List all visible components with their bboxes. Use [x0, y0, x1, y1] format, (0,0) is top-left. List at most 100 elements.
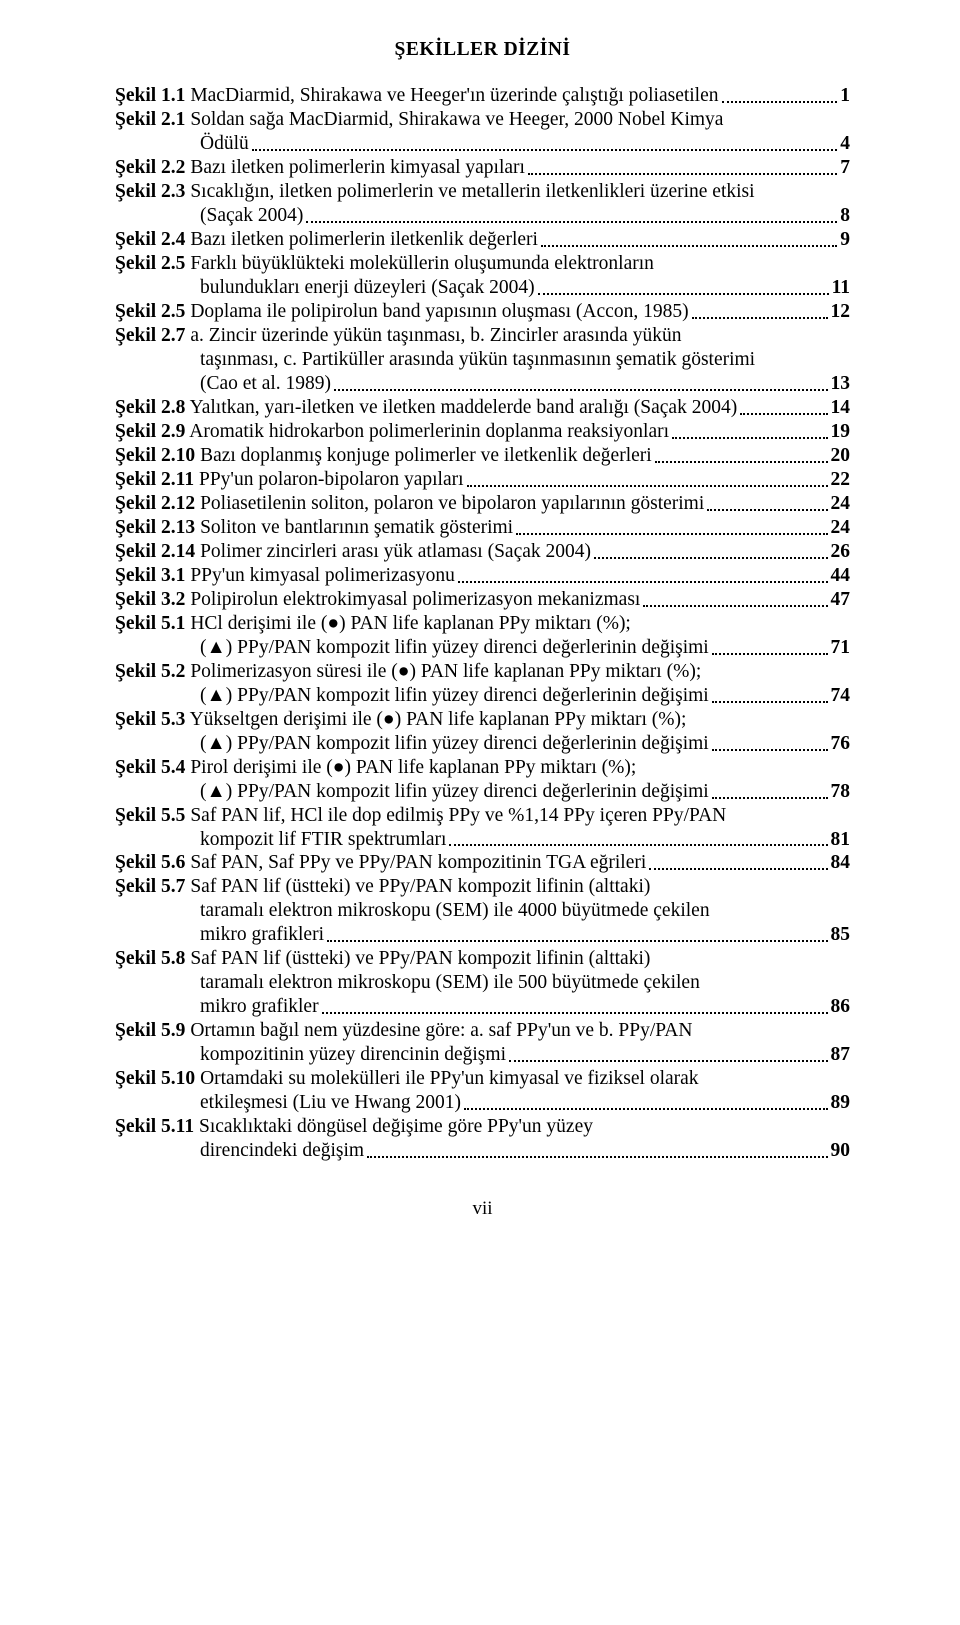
dot-leader — [707, 496, 827, 511]
figure-entry: Şekil 2.12 Poliasetilenin soliton, polar… — [115, 492, 850, 516]
entry-text: mikro grafikleri — [200, 923, 324, 947]
entry-text: Şekil 5.10 Ortamdaki su molekülleri ile … — [115, 1067, 699, 1091]
entry-page: 26 — [831, 540, 851, 564]
entry-page: 90 — [831, 1139, 851, 1163]
entry-page: 24 — [831, 492, 851, 516]
entry-text: Şekil 5.5 Saf PAN lif, HCl ile dop edilm… — [115, 804, 726, 828]
dot-leader — [712, 640, 828, 655]
entry-text: taramalı elektron mikroskopu (SEM) ile 4… — [200, 899, 710, 923]
entry-text: (▲) PPy/PAN kompozit lifin yüzey direnci… — [200, 684, 709, 708]
entry-page: 4 — [840, 132, 850, 156]
dot-leader — [692, 304, 828, 319]
entry-text: Şekil 2.1 Soldan sağa MacDiarmid, Shirak… — [115, 108, 723, 132]
figure-entry: Şekil 2.7 a. Zincir üzerinde yükün taşın… — [115, 324, 850, 348]
dot-leader — [367, 1144, 827, 1159]
figure-entry: Şekil 5.6 Saf PAN, Saf PPy ve PPy/PAN ko… — [115, 851, 850, 875]
figure-entry: Şekil 5.5 Saf PAN lif, HCl ile dop edilm… — [115, 804, 850, 828]
dot-leader — [594, 544, 827, 559]
entry-page: 19 — [831, 420, 851, 444]
entry-page: 11 — [832, 276, 850, 300]
figure-entry-continuation: (▲) PPy/PAN kompozit lifin yüzey direnci… — [115, 732, 850, 756]
entry-text: direncindeki değişim — [200, 1139, 364, 1163]
entry-text: (▲) PPy/PAN kompozit lifin yüzey direnci… — [200, 732, 709, 756]
figure-entry-continuation: mikro grafikler 86 — [115, 995, 850, 1019]
entry-text: Ödülü — [200, 132, 249, 156]
entry-text: Şekil 5.6 Saf PAN, Saf PPy ve PPy/PAN ko… — [115, 851, 646, 875]
figure-entry: Şekil 2.13 Soliton ve bantlarının şemati… — [115, 516, 850, 540]
entry-text: Şekil 2.7 a. Zincir üzerinde yükün taşın… — [115, 324, 681, 348]
entry-page: 12 — [831, 300, 851, 324]
entry-text: (▲) PPy/PAN kompozit lifin yüzey direnci… — [200, 636, 709, 660]
entry-text: Şekil 5.7 Saf PAN lif (üstteki) ve PPy/P… — [115, 875, 650, 899]
figure-entry: Şekil 2.5 Doplama ile polipirolun band y… — [115, 300, 850, 324]
entry-text: Şekil 2.5 Farklı büyüklükteki moleküller… — [115, 252, 654, 276]
entry-page: 86 — [831, 995, 851, 1019]
figure-entry: Şekil 3.2 Polipirolun elektrokimyasal po… — [115, 588, 850, 612]
entries-container: Şekil 1.1 MacDiarmid, Shirakawa ve Heege… — [115, 84, 850, 1163]
dot-leader — [252, 136, 838, 151]
entry-text: etkileşmesi (Liu ve Hwang 2001) — [200, 1091, 461, 1115]
figure-entry: Şekil 2.10 Bazı doplanmış konjuge polime… — [115, 444, 850, 468]
figure-entry: Şekil 2.11 PPy'un polaron-bipolaron yapı… — [115, 468, 850, 492]
figure-entry-continuation: kompozit lif FTIR spektrumları81 — [115, 828, 850, 852]
page: ŞEKİLLER DİZİNİ Şekil 1.1 MacDiarmid, Sh… — [0, 0, 960, 1625]
entry-page: 87 — [831, 1043, 851, 1067]
dot-leader — [541, 232, 837, 247]
entry-page: 84 — [831, 851, 851, 875]
entry-text: (▲) PPy/PAN kompozit lifin yüzey direnci… — [200, 780, 709, 804]
entry-text: Şekil 2.10 Bazı doplanmış konjuge polime… — [115, 444, 652, 468]
entry-text: Şekil 5.8 Saf PAN lif (üstteki) ve PPy/P… — [115, 947, 650, 971]
entry-page: 14 — [831, 396, 851, 420]
entry-text: Şekil 3.1 PPy'un kimyasal polimerizasyon… — [115, 564, 455, 588]
dot-leader — [509, 1048, 828, 1063]
figure-entry-continuation: Ödülü 4 — [115, 132, 850, 156]
dot-leader — [449, 832, 827, 847]
figure-entry-continuation: (Saçak 2004)8 — [115, 204, 850, 228]
entry-page: 78 — [831, 780, 851, 804]
dot-leader — [672, 424, 827, 439]
entry-text: Şekil 5.9 Ortamın bağıl nem yüzdesine gö… — [115, 1019, 692, 1043]
figure-entry-continuation: mikro grafikleri85 — [115, 923, 850, 947]
figure-entry-continuation: taramalı elektron mikroskopu (SEM) ile 4… — [115, 899, 850, 923]
dot-leader — [528, 160, 837, 175]
entry-text: Şekil 5.4 Pirol derişimi ile (●) PAN lif… — [115, 756, 636, 780]
entry-text: taşınması, c. Partiküller arasında yükün… — [200, 348, 755, 372]
figure-entry-continuation: (▲) PPy/PAN kompozit lifin yüzey direnci… — [115, 636, 850, 660]
entry-page: 13 — [831, 372, 851, 396]
entry-text: Şekil 3.2 Polipirolun elektrokimyasal po… — [115, 588, 640, 612]
figure-entry-continuation: kompozitinin yüzey direncinin değişmi 87 — [115, 1043, 850, 1067]
figure-entry: Şekil 5.8 Saf PAN lif (üstteki) ve PPy/P… — [115, 947, 850, 971]
dot-leader — [655, 448, 828, 463]
figure-entry-continuation: etkileşmesi (Liu ve Hwang 2001) 89 — [115, 1091, 850, 1115]
dot-leader — [334, 376, 827, 391]
entry-page: 24 — [831, 516, 851, 540]
entry-page: 89 — [831, 1091, 851, 1115]
entry-text: Şekil 2.2 Bazı iletken polimerlerin kimy… — [115, 156, 525, 180]
figure-entry: Şekil 5.3 Yükseltgen derişimi ile (●) PA… — [115, 708, 850, 732]
entry-page: 22 — [831, 468, 851, 492]
entry-page: 8 — [840, 204, 850, 228]
dot-leader — [712, 688, 828, 703]
entry-text: kompozitinin yüzey direncinin değişmi — [200, 1043, 506, 1067]
dot-leader — [712, 736, 828, 751]
dot-leader — [712, 784, 828, 799]
entry-page: 76 — [831, 732, 851, 756]
figure-entry: Şekil 5.11 Sıcaklıktaki döngüsel değişim… — [115, 1115, 850, 1139]
dot-leader — [538, 280, 829, 295]
entry-text: Şekil 5.2 Polimerizasyon süresi ile (●) … — [115, 660, 701, 684]
entry-text: Şekil 5.11 Sıcaklıktaki döngüsel değişim… — [115, 1115, 593, 1139]
entry-page: 9 — [840, 228, 850, 252]
dot-leader — [464, 1096, 827, 1111]
entry-text: Şekil 1.1 MacDiarmid, Shirakawa ve Heege… — [115, 84, 719, 108]
entry-page: 20 — [831, 444, 851, 468]
figure-entry: Şekil 3.1 PPy'un kimyasal polimerizasyon… — [115, 564, 850, 588]
entry-page: 7 — [840, 156, 850, 180]
figure-entry: Şekil 2.3 Sıcaklığın, iletken polimerler… — [115, 180, 850, 204]
entry-page: 1 — [840, 84, 850, 108]
figure-entry-continuation: direncindeki değişim 90 — [115, 1139, 850, 1163]
dot-leader — [722, 88, 838, 103]
entry-text: taramalı elektron mikroskopu (SEM) ile 5… — [200, 971, 700, 995]
entry-text: mikro grafikler — [200, 995, 319, 1019]
figure-entry-continuation: bulundukları enerji düzeyleri (Saçak 200… — [115, 276, 850, 300]
entry-text: Şekil 5.3 Yükseltgen derişimi ile (●) PA… — [115, 708, 686, 732]
